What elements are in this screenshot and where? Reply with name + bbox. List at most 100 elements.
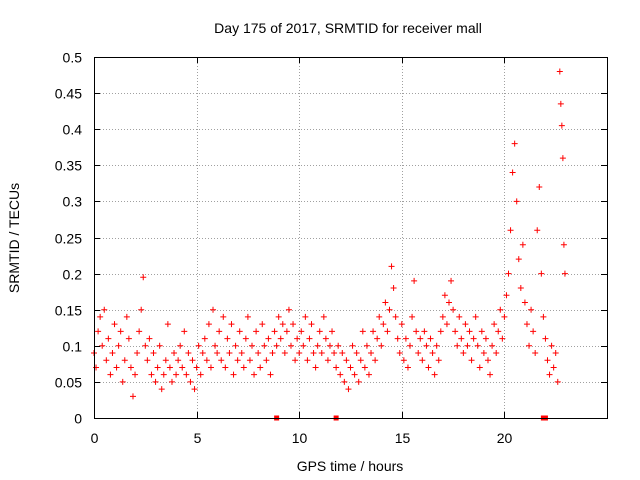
data-point (417, 335, 424, 342)
data-point (464, 342, 471, 349)
data-point (134, 350, 141, 357)
data-point (314, 342, 321, 349)
data-point (216, 328, 223, 335)
data-point (515, 256, 522, 263)
data-point (290, 321, 297, 328)
data-point (121, 357, 128, 364)
data-point (532, 350, 539, 357)
data-point (154, 364, 161, 371)
y-tick-label: 0.4 (63, 122, 83, 138)
data-point (177, 342, 184, 349)
data-point (333, 364, 340, 371)
data-point (164, 321, 171, 328)
data-point (138, 306, 145, 313)
data-point (452, 328, 459, 335)
data-point (384, 328, 391, 335)
data-point (144, 357, 151, 364)
data-point (394, 335, 401, 342)
data-point (242, 335, 249, 342)
data-point (146, 335, 153, 342)
data-point (226, 350, 233, 357)
data-point (187, 378, 194, 385)
data-point (173, 371, 180, 378)
y-tick-label: 0.5 (63, 50, 83, 66)
x-tick-label: 5 (194, 430, 202, 446)
data-point (558, 122, 565, 129)
y-tick-label: 0.45 (55, 86, 82, 102)
data-point (322, 335, 329, 342)
data-point (526, 342, 533, 349)
points-layer (91, 68, 568, 400)
data-point (244, 313, 251, 320)
data-point (306, 335, 313, 342)
data-point (386, 306, 393, 313)
data-point (238, 350, 245, 357)
data-point (236, 328, 243, 335)
data-point (507, 227, 514, 234)
data-point (150, 350, 157, 357)
data-point (263, 357, 270, 364)
data-point (489, 342, 496, 349)
data-point (472, 313, 479, 320)
data-point (503, 292, 510, 299)
y-ticks: 0 0.05 0.1 0.15 0.2 0.25 0.3 0.35 0.4 0.45 0.5 (55, 50, 607, 427)
data-point (296, 350, 303, 357)
data-point (450, 306, 457, 313)
data-point (318, 350, 325, 357)
data-point (329, 328, 336, 335)
data-point (259, 321, 266, 328)
data-point (429, 350, 436, 357)
data-point (267, 371, 274, 378)
data-point (561, 270, 568, 277)
data-point (552, 350, 559, 357)
data-point (468, 357, 475, 364)
data-point (454, 342, 461, 349)
y-tick-label: 0.15 (55, 303, 82, 319)
data-point (97, 313, 104, 320)
data-point (308, 321, 315, 328)
data-point (113, 364, 120, 371)
x-axis-label: GPS time / hours (297, 458, 404, 474)
data-point (212, 342, 219, 349)
y-tick-label: 0.2 (63, 267, 83, 283)
data-point (427, 335, 434, 342)
data-point (129, 393, 136, 400)
data-point (132, 371, 139, 378)
grid-layer (94, 57, 607, 418)
data-point (162, 357, 169, 364)
data-point (351, 371, 358, 378)
y-tick-label: 0.1 (63, 339, 83, 355)
data-point (175, 357, 182, 364)
data-point (505, 270, 512, 277)
data-point (411, 277, 418, 284)
data-point (275, 313, 282, 320)
data-point (462, 321, 469, 328)
data-point (445, 299, 452, 306)
data-point (421, 328, 428, 335)
data-point (158, 386, 165, 393)
data-point (398, 321, 405, 328)
data-point (378, 342, 385, 349)
y-tick-label: 0 (74, 411, 82, 427)
data-point (513, 198, 520, 205)
data-point (361, 364, 368, 371)
x-tick-label: 20 (497, 430, 513, 446)
data-point (103, 357, 110, 364)
data-point (470, 335, 477, 342)
data-point (281, 350, 288, 357)
data-point (111, 321, 118, 328)
data-point (353, 350, 360, 357)
data-point (320, 313, 327, 320)
data-point (517, 285, 524, 292)
data-point (193, 364, 200, 371)
data-point (324, 357, 331, 364)
data-point (521, 299, 528, 306)
data-point (331, 350, 338, 357)
data-point (493, 350, 500, 357)
data-point (105, 335, 112, 342)
data-point (372, 357, 379, 364)
data-point (152, 378, 159, 385)
data-point (222, 364, 229, 371)
data-point (271, 328, 278, 335)
